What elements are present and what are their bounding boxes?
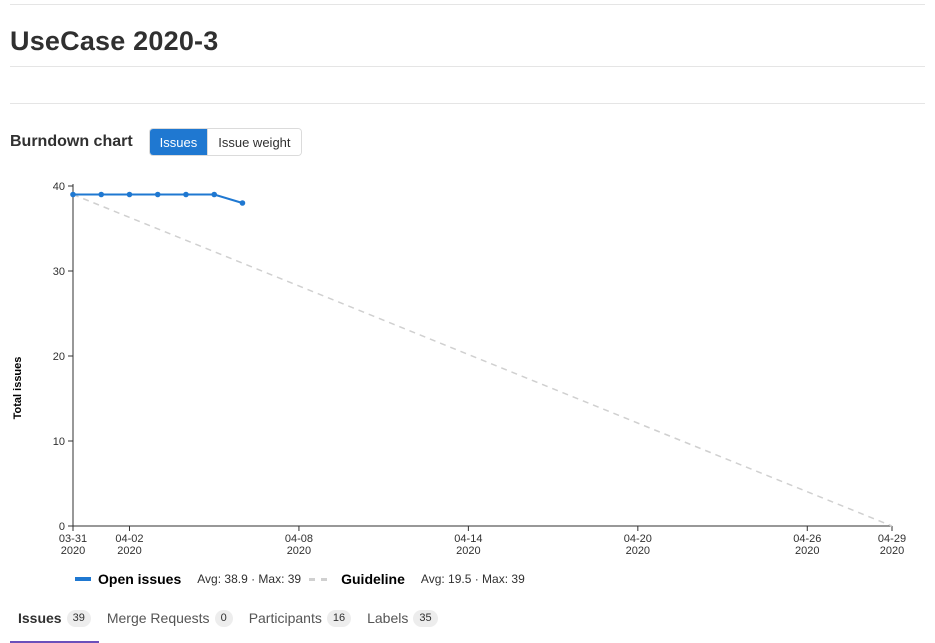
legend-guideline-label: Guideline — [341, 571, 405, 587]
open-issues-point — [211, 191, 218, 198]
tab-issues-label: Issues — [18, 610, 62, 626]
x-tick-year-label: 2020 — [456, 545, 480, 557]
chart-type-toggle: Issues Issue weight — [148, 128, 302, 156]
guideline-line — [72, 193, 893, 527]
tab-issues[interactable]: Issues 39 — [10, 608, 99, 643]
y-axis: 0 10 20 30 40 — [53, 181, 73, 533]
x-tick-year-label: 2020 — [117, 545, 141, 557]
chart-legend: Open issues Avg: 38.9 · Max: 39 Guidelin… — [75, 571, 533, 587]
sidebar-tabs: Issues 39 Merge Requests 0 Participants … — [10, 608, 446, 643]
tab-issues-count: 39 — [66, 610, 91, 627]
open-issues-point — [98, 191, 105, 198]
x-tick-label: 04-29 — [878, 533, 906, 545]
page-title: UseCase 2020-3 — [10, 26, 219, 56]
tab-labels[interactable]: Labels 35 — [359, 608, 446, 643]
y-axis-label: Total issues — [12, 357, 24, 420]
legend-open-issues-label: Open issues — [98, 571, 182, 587]
x-tick-label: 04-20 — [624, 533, 652, 545]
top-divider — [10, 4, 925, 5]
x-tick-year-label: 2020 — [287, 545, 311, 557]
tab-merge-requests[interactable]: Merge Requests 0 — [99, 608, 241, 643]
burndown-header: Burndown chart Issues Issue weight — [10, 128, 302, 156]
y-tick-label: 20 — [53, 351, 65, 363]
x-tick-year-label: 2020 — [880, 545, 904, 557]
open-issues-point — [126, 191, 133, 198]
open-issues-point — [183, 191, 189, 198]
legend-open-issues-stats: Avg: 38.9 · Max: 39 — [197, 572, 302, 586]
x-tick-label: 04-14 — [454, 533, 482, 545]
open-issues-point — [154, 191, 161, 198]
legend-guideline-stats: Avg: 19.5 · Max: 39 — [420, 572, 525, 586]
y-tick-label: 10 — [53, 436, 65, 448]
x-tick-label: 04-26 — [793, 533, 821, 545]
x-tick-year-label: 2020 — [61, 545, 85, 557]
section-divider — [10, 103, 925, 104]
guideline-swatch — [309, 577, 328, 581]
tab-merge-requests-count: 0 — [214, 610, 233, 627]
y-tick-label: 30 — [53, 266, 65, 278]
x-tick-year-label: 2020 — [626, 545, 650, 557]
tab-merge-requests-label: Merge Requests — [106, 610, 210, 626]
issue-weight-toggle-button[interactable]: Issue weight — [207, 129, 301, 155]
x-tick-year-label: 2020 — [795, 545, 819, 557]
tab-labels-count: 35 — [413, 610, 438, 627]
title-divider — [10, 66, 925, 67]
chart-series — [70, 191, 893, 527]
burndown-heading: Burndown chart — [10, 133, 133, 150]
legend-open-issues[interactable]: Open issues Avg: 38.9 · Max: 39 — [75, 571, 309, 587]
x-tick-label: 03-31 — [59, 533, 87, 545]
tab-labels-label: Labels — [367, 610, 409, 626]
open-issues-point — [70, 191, 76, 198]
issues-toggle-button[interactable]: Issues — [149, 129, 208, 155]
tab-participants-count: 16 — [326, 610, 352, 627]
legend-guideline[interactable]: Guideline Avg: 19.5 · Max: 39 — [309, 571, 533, 587]
y-tick-label: 40 — [53, 181, 65, 193]
x-tick-label: 04-08 — [285, 533, 313, 545]
x-tick-label: 04-02 — [115, 533, 143, 545]
open-issues-swatch — [75, 577, 91, 581]
y-tick-label: 0 — [59, 521, 65, 533]
x-axis: 03-31202004-02202004-08202004-14202004-2… — [59, 526, 906, 557]
tab-participants[interactable]: Participants 16 — [241, 608, 359, 643]
tab-participants-label: Participants — [248, 610, 322, 626]
open-issues-point — [239, 200, 246, 206]
